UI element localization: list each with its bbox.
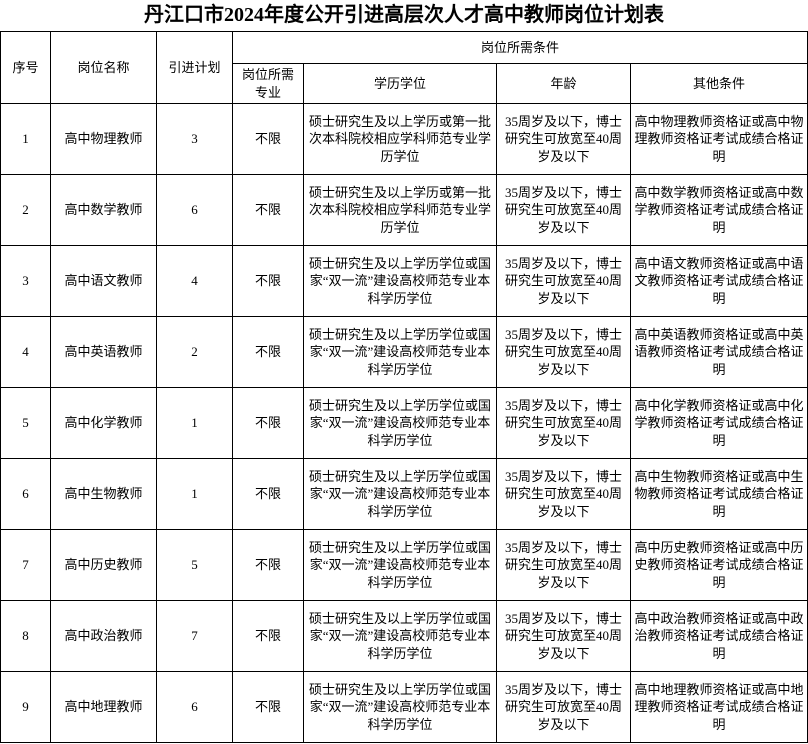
col-header-position: 岗位名称 (50, 30, 157, 105)
cell-seq: 9 (0, 671, 51, 744)
col-header-major: 岗位所需专业 (232, 62, 304, 105)
cell-age: 35周岁及以下，博士研究生可放宽至40周岁及以下 (496, 103, 631, 176)
cell-plan: 2 (156, 316, 233, 389)
table-row: 8 高中政治教师 7 不限 硕士研究生及以上学历学位或国家“双一流”建设高校师范… (0, 600, 808, 673)
cell-major: 不限 (232, 671, 304, 744)
cell-other: 高中物理教师资格证或高中物理教师资格证考试成绩合格证明 (629, 103, 808, 176)
cell-position: 高中数学教师 (50, 174, 157, 247)
cell-degree: 硕士研究生及以上学历学位或国家“双一流”建设高校师范专业本科学历学位 (303, 600, 497, 673)
cell-major: 不限 (232, 387, 304, 460)
cell-seq: 8 (0, 600, 51, 673)
cell-major: 不限 (232, 600, 304, 673)
cell-major: 不限 (232, 103, 304, 176)
cell-position: 高中生物教师 (50, 458, 157, 531)
cell-other: 高中化学教师资格证或高中化学教师资格证考试成绩合格证明 (629, 387, 808, 460)
table-row: 4 高中英语教师 2 不限 硕士研究生及以上学历学位或国家“双一流”建设高校师范… (0, 316, 808, 389)
col-header-other: 其他条件 (629, 62, 808, 105)
cell-position: 高中语文教师 (50, 245, 157, 318)
table-row: 1 高中物理教师 3 不限 硕士研究生及以上学历或第一批次本科院校相应学科师范专… (0, 103, 808, 176)
cell-degree: 硕士研究生及以上学历或第一批次本科院校相应学科师范专业学历学位 (303, 174, 497, 247)
cell-degree: 硕士研究生及以上学历学位或国家“双一流”建设高校师范专业本科学历学位 (303, 387, 497, 460)
cell-position: 高中地理教师 (50, 671, 157, 744)
cell-major: 不限 (232, 174, 304, 247)
cell-other: 高中数学教师资格证或高中数学教师资格证考试成绩合格证明 (629, 174, 808, 247)
cell-degree: 硕士研究生及以上学历学位或国家“双一流”建设高校师范专业本科学历学位 (303, 529, 497, 602)
cell-degree: 硕士研究生及以上学历学位或国家“双一流”建设高校师范专业本科学历学位 (303, 458, 497, 531)
cell-seq: 1 (0, 103, 51, 176)
cell-age: 35周岁及以下，博士研究生可放宽至40周岁及以下 (496, 529, 631, 602)
cell-other: 高中语文教师资格证或高中语文教师资格证考试成绩合格证明 (629, 245, 808, 318)
cell-position: 高中物理教师 (50, 103, 157, 176)
job-plan-table: 序号 岗位名称 引进计划 岗位所需条件 岗位所需专业 学历学位 年龄 其他条件 … (0, 30, 808, 744)
cell-other: 高中政治教师资格证或高中政治教师资格证考试成绩合格证明 (629, 600, 808, 673)
cell-age: 35周岁及以下，博士研究生可放宽至40周岁及以下 (496, 458, 631, 531)
table-row: 2 高中数学教师 6 不限 硕士研究生及以上学历或第一批次本科院校相应学科师范专… (0, 174, 808, 247)
cell-seq: 5 (0, 387, 51, 460)
cell-degree: 硕士研究生及以上学历或第一批次本科院校相应学科师范专业学历学位 (303, 103, 497, 176)
table-row: 7 高中历史教师 5 不限 硕士研究生及以上学历学位或国家“双一流”建设高校师范… (0, 529, 808, 602)
cell-age: 35周岁及以下，博士研究生可放宽至40周岁及以下 (496, 174, 631, 247)
cell-plan: 6 (156, 174, 233, 247)
col-header-seq: 序号 (0, 30, 51, 105)
cell-age: 35周岁及以下，博士研究生可放宽至40周岁及以下 (496, 245, 631, 318)
cell-position: 高中政治教师 (50, 600, 157, 673)
cell-plan: 1 (156, 387, 233, 460)
col-header-plan: 引进计划 (156, 30, 233, 105)
cell-age: 35周岁及以下，博士研究生可放宽至40周岁及以下 (496, 316, 631, 389)
cell-major: 不限 (232, 245, 304, 318)
cell-seq: 4 (0, 316, 51, 389)
cell-position: 高中历史教师 (50, 529, 157, 602)
cell-seq: 7 (0, 529, 51, 602)
cell-age: 35周岁及以下，博士研究生可放宽至40周岁及以下 (496, 600, 631, 673)
cell-seq: 6 (0, 458, 51, 531)
col-header-age: 年龄 (496, 62, 631, 105)
cell-degree: 硕士研究生及以上学历学位或国家“双一流”建设高校师范专业本科学历学位 (303, 316, 497, 389)
cell-plan: 1 (156, 458, 233, 531)
cell-plan: 6 (156, 671, 233, 744)
cell-other: 高中地理教师资格证或高中地理教师资格证考试成绩合格证明 (629, 671, 808, 744)
table-row: 6 高中生物教师 1 不限 硕士研究生及以上学历学位或国家“双一流”建设高校师范… (0, 458, 808, 531)
cell-position: 高中化学教师 (50, 387, 157, 460)
cell-seq: 3 (0, 245, 51, 318)
header-row-2: 岗位所需专业 学历学位 年龄 其他条件 (1, 62, 808, 105)
cell-other: 高中英语教师资格证或高中英语教师资格证考试成绩合格证明 (629, 316, 808, 389)
col-header-degree: 学历学位 (303, 62, 497, 105)
cell-other: 高中生物教师资格证或高中生物教师资格证考试成绩合格证明 (629, 458, 808, 531)
cell-plan: 5 (156, 529, 233, 602)
cell-seq: 2 (0, 174, 51, 247)
cell-age: 35周岁及以下，博士研究生可放宽至40周岁及以下 (496, 671, 631, 744)
cell-plan: 7 (156, 600, 233, 673)
col-header-conditions-group: 岗位所需条件 (231, 31, 808, 64)
cell-major: 不限 (232, 458, 304, 531)
cell-plan: 3 (156, 103, 233, 176)
cell-major: 不限 (232, 316, 304, 389)
page-title: 丹江口市2024年度公开引进高层次人才高中教师岗位计划表 (144, 4, 664, 26)
table-row: 3 高中语文教师 4 不限 硕士研究生及以上学历学位或国家“双一流”建设高校师范… (0, 245, 808, 318)
cell-plan: 4 (156, 245, 233, 318)
cell-position: 高中英语教师 (50, 316, 157, 389)
cell-degree: 硕士研究生及以上学历学位或国家“双一流”建设高校师范专业本科学历学位 (303, 245, 497, 318)
table-row: 9 高中地理教师 6 不限 硕士研究生及以上学历学位或国家“双一流”建设高校师范… (0, 671, 808, 744)
cell-major: 不限 (232, 529, 304, 602)
table-row: 5 高中化学教师 1 不限 硕士研究生及以上学历学位或国家“双一流”建设高校师范… (0, 387, 808, 460)
cell-degree: 硕士研究生及以上学历学位或国家“双一流”建设高校师范专业本科学历学位 (303, 671, 497, 744)
cell-age: 35周岁及以下，博士研究生可放宽至40周岁及以下 (496, 387, 631, 460)
header-row-1: 序号 岗位名称 引进计划 岗位所需条件 (0, 30, 808, 105)
cell-other: 高中历史教师资格证或高中历史教师资格证考试成绩合格证明 (629, 529, 808, 602)
